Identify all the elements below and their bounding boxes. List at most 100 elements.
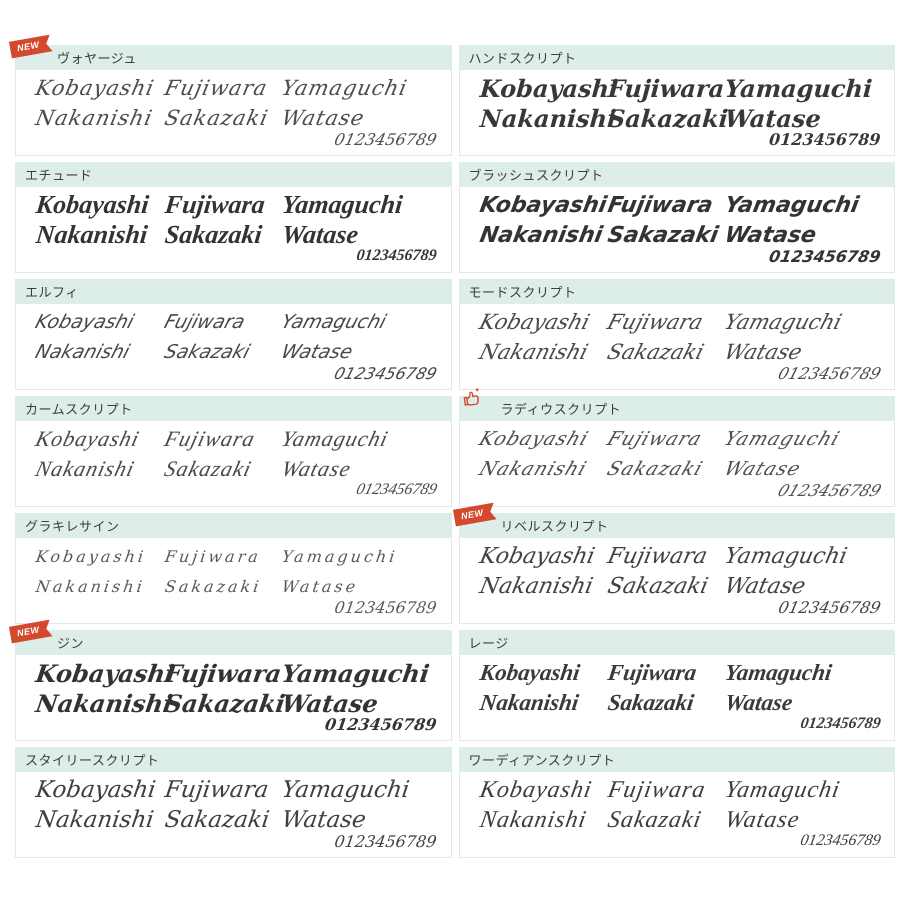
font-name-label: ワーディアンスクリプト — [468, 753, 616, 768]
font-header: レージ — [458, 630, 895, 655]
names-row: Nakanishi Sakazaki Watase — [476, 337, 883, 367]
sample-name: Sakazaki — [162, 688, 287, 718]
sample-digits: 0123456789 — [798, 715, 882, 732]
sample-name: Nakanishi — [477, 806, 589, 833]
sample-name: Fujiwara — [162, 658, 284, 688]
font-name-label: エルフィ — [25, 285, 79, 300]
sample-name: Yamaguchi — [721, 428, 844, 450]
sample-name: Fujiwara — [162, 777, 270, 803]
sample-name: Kobayashi — [476, 310, 593, 334]
font-sample-area: Kobayashi Fujiwara Yamaguchi Nakanishi S… — [458, 70, 895, 156]
names-row: Kobayashi Fujiwara Yamaguchi — [35, 190, 439, 220]
sample-digits: 0123456789 — [323, 715, 438, 734]
sample-name: Kobayashi — [33, 426, 143, 451]
font-header: ハンドスクリプト — [458, 45, 895, 70]
sample-name: Kobayashi — [478, 73, 619, 103]
sample-name: Yamaguchi — [722, 192, 861, 218]
font-name-label: カームスクリプト — [25, 402, 133, 417]
font-header: ワーディアンスクリプト — [458, 747, 895, 772]
sample-name: Fujiwara — [161, 311, 248, 333]
font-header: カームスクリプト — [15, 396, 452, 421]
sample-name: Nakanishi — [476, 573, 595, 599]
sample-name: Kobayashi — [477, 660, 582, 685]
names-row: Kobayashi Fujiwara Yamaguchi — [33, 424, 439, 454]
sample-digits: 0123456789 — [766, 247, 882, 266]
names-row: Nakanishi Sakazaki Watase — [477, 220, 883, 250]
names-row: Kobayashi Fujiwara Yamaguchi — [476, 307, 883, 337]
font-name-label: ハンドスクリプト — [468, 51, 577, 66]
font-header: モードスクリプト — [458, 279, 895, 304]
sample-name: Fujiwara — [163, 546, 263, 566]
sample-name: Sakazaki — [607, 103, 730, 133]
font-header: NEW リベルスクリプト — [459, 513, 895, 538]
font-sample-area: Kobayashi Fujiwara Yamaguchi Nakanishi S… — [15, 772, 452, 858]
sample-name: Nakanishi — [34, 220, 149, 249]
sample-name: Yamaguchi — [721, 310, 845, 334]
sample-name: Watase — [278, 106, 367, 130]
font-sample-card: カームスクリプト Kobayashi Fujiwara Yamaguchi Na… — [15, 396, 452, 508]
names-row: Kobayashi Fujiwara Yamaguchi — [477, 775, 883, 805]
sample-name: Yamaguchi — [722, 543, 850, 569]
sample-name: Kobayashi — [33, 76, 157, 100]
sample-name: Watase — [280, 220, 360, 249]
sample-name: Yamaguchi — [280, 190, 404, 219]
names-row: Kobayashi Fujiwara Yamaguchi — [32, 307, 439, 337]
sample-name: Kobayashi — [33, 658, 177, 688]
sample-name: Sakazaki — [606, 806, 704, 833]
sample-name: Fujiwara — [605, 543, 710, 569]
sample-name: Fujiwara — [606, 660, 699, 685]
sample-digits: 0123456789 — [333, 598, 438, 617]
font-header: NEW ジン — [15, 630, 452, 655]
sample-name: Yamaguchi — [278, 426, 391, 451]
font-sample-card: グラキレサイン Kobayashi Fujiwara Yamaguchi Nak… — [15, 513, 452, 625]
font-header: ラディウスクリプト — [458, 387, 895, 421]
sample-name: Kobayashi — [477, 192, 609, 218]
font-header: エチュード — [15, 162, 452, 187]
font-sample-card: NEW ジン Kobayashi Fujiwara Yamaguchi Naka… — [15, 630, 452, 742]
font-header: エルフィ — [15, 279, 452, 304]
sample-name: Sakazaki — [163, 220, 264, 249]
sample-name: Nakanishi — [33, 106, 155, 130]
sample-name: Nakanishi — [33, 456, 138, 481]
font-sample-area: Kobayashi Fujiwara Yamaguchi Nakanishi S… — [458, 655, 895, 741]
names-row: Kobayashi Fujiwara Yamaguchi — [477, 190, 883, 220]
sample-name: Kobayashi — [477, 776, 594, 803]
font-sample-card: エチュード Kobayashi Fujiwara Yamaguchi Nakan… — [15, 162, 452, 274]
sample-name: Kobayashi — [32, 311, 137, 333]
sample-name: Yamaguchi — [278, 76, 410, 100]
names-row: Nakanishi Sakazaki Watase — [34, 220, 439, 250]
sample-name: Kobayashi — [475, 428, 592, 450]
sample-name: Nakanishi — [478, 103, 617, 133]
sample-digits: 0123456789 — [774, 481, 884, 500]
sample-name: Fujiwara — [604, 428, 706, 450]
font-sample-card: NEW ヴォヤージュ Kobayashi Fujiwara Yamaguchi … — [15, 45, 452, 157]
font-sample-card: スタイリースクリプト Kobayashi Fujiwara Yamaguchi … — [15, 747, 452, 859]
font-sample-area: Kobayashi Fujiwara Yamaguchi Nakanishi S… — [15, 70, 452, 156]
sample-name: Sakazaki — [604, 340, 707, 364]
names-row: Nakanishi Sakazaki Watase — [34, 688, 439, 718]
sample-name: Yamaguchi — [279, 658, 431, 688]
font-sample-card: レージ Kobayashi Fujiwara Yamaguchi Nakanis… — [458, 630, 895, 742]
names-row: Kobayashi Fujiwara Yamaguchi — [33, 73, 439, 103]
sample-name: Yamaguchi — [722, 776, 843, 803]
sample-name: Watase — [722, 222, 819, 248]
sample-name: Fujiwara — [163, 190, 267, 219]
sample-name: Sakazaki — [606, 690, 696, 715]
sample-name: Fujiwara — [606, 776, 709, 803]
names-row: Kobayashi Fujiwara Yamaguchi — [35, 541, 439, 571]
thumbs-up-icon — [459, 386, 484, 414]
sample-name: Sakazaki — [161, 341, 253, 363]
sample-digits: 0123456789 — [333, 832, 438, 851]
font-header: NEW ヴォヤージュ — [15, 45, 452, 70]
names-row: Nakanishi Sakazaki Watase — [477, 805, 883, 835]
font-specimen-sheet: NEW ヴォヤージュ Kobayashi Fujiwara Yamaguchi … — [15, 45, 895, 859]
names-row: Nakanishi Sakazaki Watase — [476, 571, 883, 601]
sample-name: Fujiwara — [606, 192, 716, 218]
font-sample-card: ワーディアンスクリプト Kobayashi Fujiwara Yamaguchi… — [458, 747, 895, 859]
sample-name: Sakazaki — [162, 106, 271, 130]
sample-digits: 0123456789 — [354, 481, 439, 498]
sample-name: Kobayashi — [34, 777, 158, 803]
names-row: Nakanishi Sakazaki Watase — [475, 454, 883, 484]
sample-name: Watase — [721, 458, 805, 480]
sample-name: Nakanishi — [477, 690, 580, 715]
